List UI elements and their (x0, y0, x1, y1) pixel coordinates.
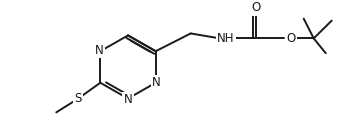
Text: N: N (152, 76, 161, 89)
Text: N: N (124, 93, 132, 106)
Text: S: S (75, 92, 82, 105)
Text: NH: NH (217, 32, 234, 45)
Text: O: O (286, 32, 295, 45)
Text: O: O (251, 1, 260, 14)
Text: N: N (95, 44, 104, 57)
